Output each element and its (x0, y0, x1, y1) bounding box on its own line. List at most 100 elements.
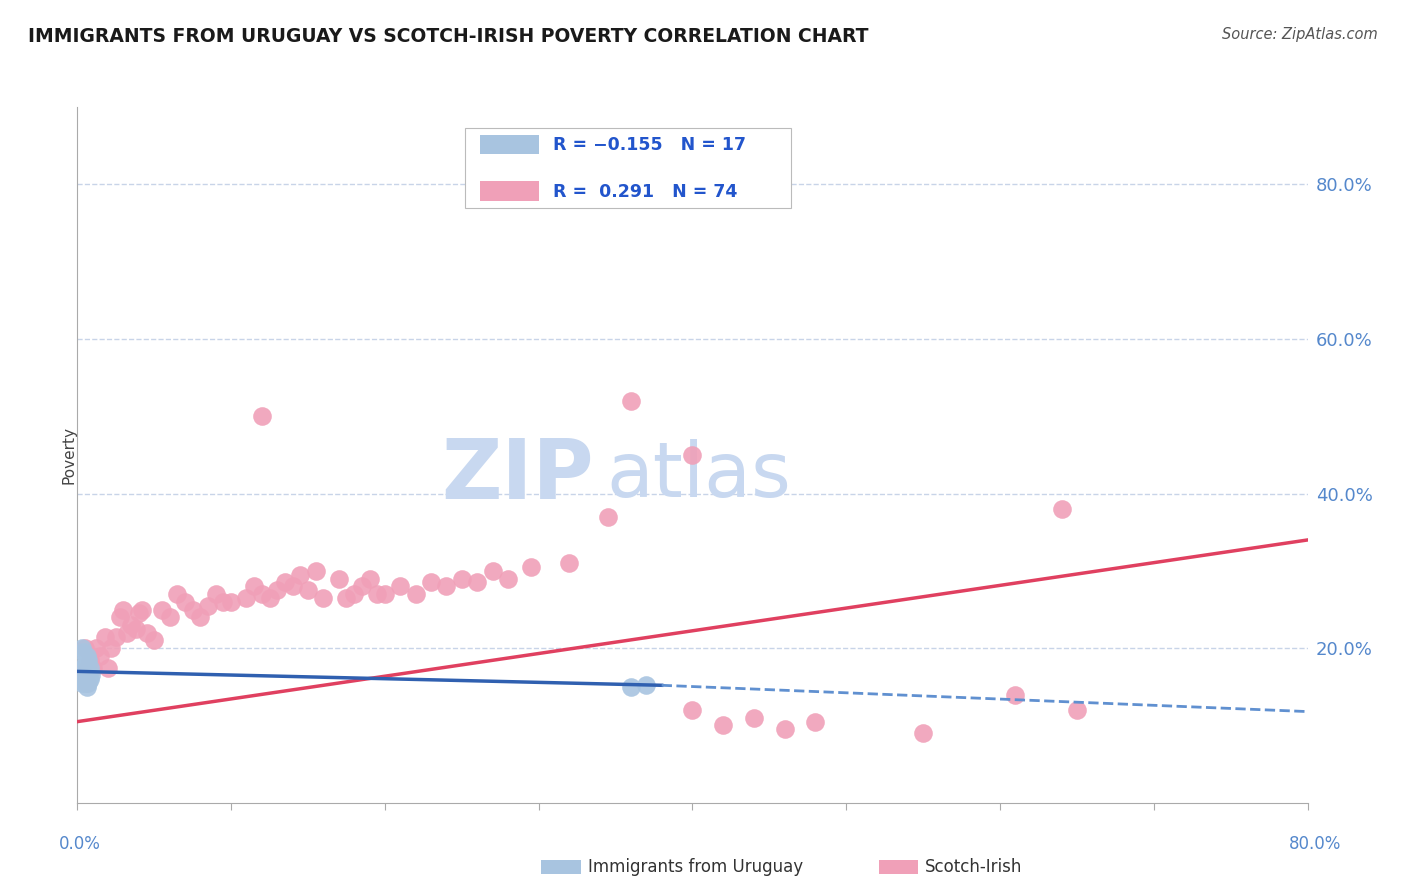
Point (1050, 502, 1073, 516)
Point (436, 579, 458, 593)
Point (620, 680, 643, 694)
Point (76, 648, 98, 663)
Text: 80.0%: 80.0% (1288, 835, 1341, 853)
Point (79, 653, 101, 667)
Point (496, 572, 519, 586)
Point (250, 409, 273, 424)
Point (73, 668, 96, 682)
Point (266, 583, 288, 598)
Point (520, 560, 543, 574)
Point (235, 591, 257, 605)
Point (104, 630, 127, 644)
Point (70, 672, 93, 686)
Point (70, 676, 93, 690)
Point (359, 572, 381, 586)
Point (174, 595, 197, 609)
Point (76, 680, 98, 694)
Point (73, 657, 96, 671)
Point (77, 676, 100, 690)
Point (100, 641, 122, 656)
Point (143, 633, 166, 648)
Y-axis label: Poverty: Poverty (62, 425, 76, 484)
Point (131, 602, 153, 616)
Point (79, 660, 101, 674)
Point (72, 660, 94, 674)
Point (711, 718, 734, 732)
Point (73, 665, 96, 679)
Point (166, 587, 188, 601)
Point (112, 602, 135, 616)
Point (197, 599, 219, 613)
Point (77, 653, 100, 667)
Point (274, 575, 297, 590)
Point (481, 564, 503, 578)
Text: Immigrants from Uruguay: Immigrants from Uruguay (588, 858, 803, 876)
Point (77, 660, 100, 674)
Bar (479, 181, 538, 201)
Text: ZIP: ZIP (441, 435, 595, 516)
Point (120, 618, 142, 632)
Point (150, 602, 173, 616)
Point (350, 579, 373, 593)
Point (72, 668, 94, 682)
Point (596, 509, 619, 524)
FancyBboxPatch shape (465, 128, 792, 208)
Point (212, 595, 235, 609)
Text: 0.0%: 0.0% (59, 835, 101, 853)
Point (420, 575, 443, 590)
Point (558, 556, 581, 570)
Point (343, 587, 366, 601)
Point (374, 587, 396, 601)
Point (110, 610, 132, 624)
Point (73, 676, 96, 690)
Point (1066, 703, 1088, 717)
Point (188, 610, 212, 624)
Point (620, 393, 643, 408)
Point (912, 726, 935, 740)
Point (450, 572, 472, 586)
Point (290, 567, 312, 582)
Point (259, 591, 281, 605)
Text: Scotch-Irish: Scotch-Irish (925, 858, 1022, 876)
Point (204, 587, 226, 601)
Point (72, 645, 94, 659)
Point (250, 587, 273, 601)
Point (636, 678, 658, 692)
Point (219, 595, 242, 609)
Point (70, 672, 93, 686)
Point (135, 625, 157, 640)
Point (312, 591, 335, 605)
Point (305, 564, 328, 578)
Point (773, 723, 796, 737)
Point (73, 641, 96, 656)
Point (94, 630, 117, 644)
Point (335, 591, 357, 605)
Point (159, 610, 181, 624)
Text: R =  0.291   N = 74: R = 0.291 N = 74 (554, 183, 738, 201)
Text: IMMIGRANTS FROM URUGUAY VS SCOTCH-IRISH POVERTY CORRELATION CHART: IMMIGRANTS FROM URUGUAY VS SCOTCH-IRISH … (28, 27, 869, 45)
Point (70, 641, 93, 656)
Point (89, 648, 111, 663)
Point (76, 676, 98, 690)
Point (128, 607, 150, 621)
Text: atlas: atlas (606, 439, 792, 513)
Point (389, 579, 412, 593)
Point (281, 579, 304, 593)
Point (405, 587, 427, 601)
Point (682, 703, 704, 717)
Point (465, 575, 488, 590)
Point (804, 714, 827, 729)
Point (1004, 688, 1026, 702)
Point (115, 625, 138, 640)
Point (79, 672, 101, 686)
Point (243, 579, 266, 593)
Point (84, 641, 107, 656)
Point (76, 665, 98, 679)
Point (328, 572, 350, 586)
Point (742, 711, 765, 725)
Text: Source: ZipAtlas.com: Source: ZipAtlas.com (1222, 27, 1378, 42)
Point (97, 660, 120, 674)
Point (297, 583, 319, 598)
Bar (479, 135, 538, 154)
Point (366, 587, 388, 601)
